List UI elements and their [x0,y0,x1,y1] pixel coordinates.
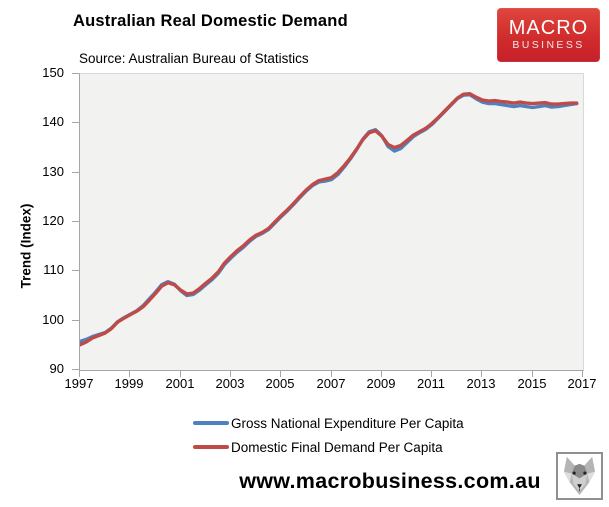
y-tick-label: 110 [43,262,64,277]
x-tick-mark [180,371,181,377]
x-tick-mark [481,371,482,377]
y-tick-mark [72,270,79,271]
chart-source-note: Source: Australian Bureau of Statistics [79,51,309,66]
x-tick-label: 1997 [64,376,94,391]
x-tick-label: 2007 [316,376,346,391]
macrobusiness-logo: MACRO BUSINESS [497,8,600,62]
dfd-line-swatch [193,445,229,449]
x-tick-mark [79,371,80,377]
x-tick-label: 1999 [114,376,144,391]
x-tick-label: 2005 [265,376,295,391]
x-tick-label: 2003 [215,376,245,391]
x-tick-label: 2015 [517,376,547,391]
gne-line-swatch [193,421,229,425]
x-tick-mark [331,371,332,377]
y-tick-label: 140 [42,114,64,129]
y-tick-label: 90 [49,361,64,376]
y-tick-label: 120 [42,213,64,228]
wolf-head-icon [563,456,596,496]
chart-title: Australian Real Domestic Demand [73,12,348,30]
logo-text-macro: MACRO [508,17,589,39]
x-tick-label: 2017 [567,376,597,391]
x-tick-mark [532,371,533,377]
y-tick-mark [72,320,79,321]
legend: Gross National Expenditure Per Capita Do… [193,414,464,462]
x-tick-label: 2001 [165,376,195,391]
y-tick-label: 130 [42,164,64,179]
series-line-1 [80,92,579,347]
y-tick-label: 150 [42,65,64,80]
y-tick-mark [72,122,79,123]
website-url[interactable]: www.macrobusiness.com.au [239,469,541,493]
x-tick-mark [381,371,382,377]
y-tick-mark [72,221,79,222]
plot-area [79,73,584,371]
x-tick-mark [230,371,231,377]
x-tick-mark [280,371,281,377]
x-tick-label: 2011 [417,376,445,391]
legend-label-gne: Gross National Expenditure Per Capita [231,415,464,431]
legend-item-gne: Gross National Expenditure Per Capita [193,414,464,432]
wolf-logo [556,452,603,500]
y-tick-label: 100 [42,312,64,327]
y-tick-mark [72,73,79,74]
x-tick-label: 2013 [466,376,496,391]
line-chart [80,92,579,347]
x-tick-label: 2009 [366,376,396,391]
legend-label-dfd: Domestic Final Demand Per Capita [231,439,443,455]
x-tick-mark [431,371,432,377]
x-tick-mark [129,371,130,377]
legend-item-dfd: Domestic Final Demand Per Capita [193,438,464,456]
series-line-0 [80,93,579,344]
logo-text-business: BUSINESS [512,39,585,51]
x-tick-mark [582,371,583,377]
y-tick-mark [72,369,79,370]
y-tick-mark [72,172,79,173]
